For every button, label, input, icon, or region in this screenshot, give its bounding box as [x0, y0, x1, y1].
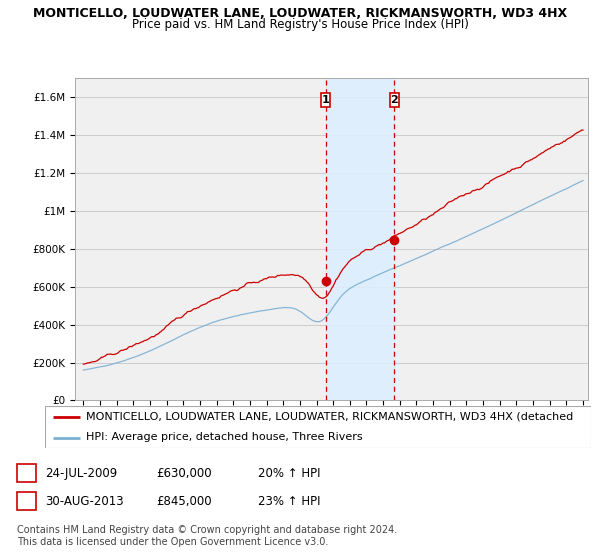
Text: 1: 1: [322, 95, 330, 105]
Text: 1: 1: [22, 466, 31, 480]
Bar: [326, 78, 394, 400]
Text: 20% ↑ HPI: 20% ↑ HPI: [258, 466, 320, 480]
Text: MONTICELLO, LOUDWATER LANE, LOUDWATER, RICKMANSWORTH, WD3 4HX: MONTICELLO, LOUDWATER LANE, LOUDWATER, R…: [33, 7, 567, 20]
Text: 23% ↑ HPI: 23% ↑ HPI: [258, 494, 320, 508]
Text: Contains HM Land Registry data © Crown copyright and database right 2024.
This d: Contains HM Land Registry data © Crown c…: [17, 525, 397, 547]
Text: Price paid vs. HM Land Registry's House Price Index (HPI): Price paid vs. HM Land Registry's House …: [131, 18, 469, 31]
Text: HPI: Average price, detached house, Three Rivers: HPI: Average price, detached house, Thre…: [86, 432, 362, 442]
Text: £630,000: £630,000: [156, 466, 212, 480]
FancyBboxPatch shape: [389, 92, 399, 107]
FancyBboxPatch shape: [321, 92, 331, 107]
Text: 24-JUL-2009: 24-JUL-2009: [45, 466, 117, 480]
Text: 30-AUG-2013: 30-AUG-2013: [45, 494, 124, 508]
Text: £845,000: £845,000: [156, 494, 212, 508]
Text: 2: 2: [22, 494, 31, 508]
Text: 2: 2: [390, 95, 398, 105]
Text: MONTICELLO, LOUDWATER LANE, LOUDWATER, RICKMANSWORTH, WD3 4HX (detached: MONTICELLO, LOUDWATER LANE, LOUDWATER, R…: [86, 412, 573, 422]
